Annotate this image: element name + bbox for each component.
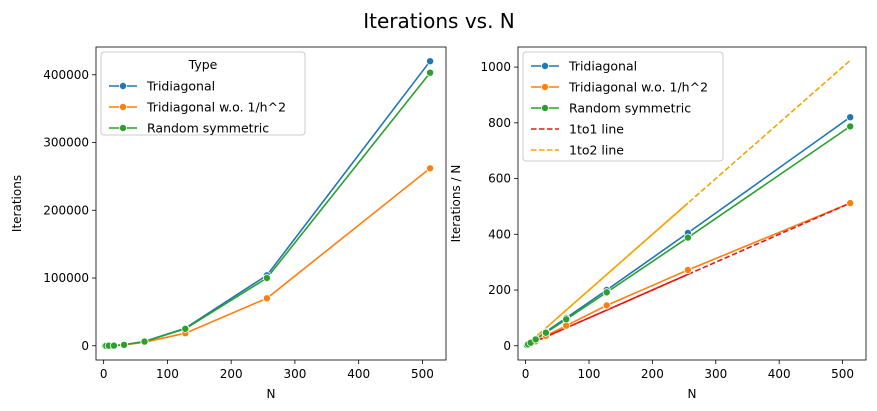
x-tick-label: 400 — [768, 367, 791, 381]
x-tick-label: 500 — [411, 367, 434, 381]
data-point — [846, 122, 855, 131]
legend-entry-label: 1to2 line — [569, 143, 624, 158]
data-point — [846, 199, 855, 208]
x-tick-label: 300 — [283, 367, 306, 381]
data-point — [683, 233, 692, 242]
legend-entry-label: Random symmetric — [147, 121, 269, 136]
y-tick-label: 400000 — [43, 68, 89, 82]
data-point — [531, 335, 540, 344]
plot-frame — [95, 46, 447, 361]
data-point — [602, 288, 611, 297]
overlay-line-1 — [526, 202, 689, 346]
legend-entry-label: Tridiagonal w.o. 1/h^2 — [146, 100, 286, 115]
data-point — [140, 337, 149, 346]
plot-frame — [517, 46, 867, 361]
legend-swatch-marker — [541, 62, 550, 71]
x-tick-label: 300 — [704, 367, 727, 381]
x-axis-label: N — [688, 387, 697, 401]
legend-box — [522, 51, 724, 162]
data-point — [181, 324, 190, 333]
data-point — [120, 340, 129, 349]
y-tick-label: 600 — [488, 172, 511, 186]
data-point — [262, 294, 271, 303]
legend-title: Type — [188, 57, 218, 72]
x-tick-label: 400 — [347, 367, 370, 381]
data-point — [846, 113, 855, 122]
legend-entry-label: Tridiagonal — [568, 59, 637, 74]
legend-entry-label: Tridiagonal w.o. 1/h^2 — [568, 80, 708, 95]
x-tick-label: 200 — [641, 367, 664, 381]
data-point — [426, 57, 435, 66]
y-tick-label: 200 — [488, 283, 511, 297]
legend-swatch-marker — [119, 103, 128, 112]
y-tick-label: 200000 — [43, 203, 89, 217]
data-point — [562, 315, 571, 324]
legend-entry-label: 1to1 line — [569, 122, 624, 137]
y-tick-label: 0 — [81, 339, 89, 353]
legend-swatch-marker — [541, 83, 550, 92]
y-axis-label: Iterations / N — [449, 165, 463, 243]
x-tick-label: 200 — [220, 367, 243, 381]
data-point — [602, 301, 611, 310]
legend-swatch-marker — [541, 104, 550, 113]
y-axis-label: Iterations — [10, 175, 24, 232]
left-chart-axes: 0 100 200 300 400 500 0 100000 200000 300000 40000… — [10, 46, 447, 401]
x-tick-label: 0 — [522, 367, 530, 381]
legend-swatch-marker — [119, 82, 128, 91]
legend-entry-label: Random symmetric — [569, 101, 691, 116]
x-tick-label: 100 — [156, 367, 179, 381]
y-tick-label: 0 — [503, 339, 511, 353]
x-tick-label: 0 — [100, 367, 108, 381]
overlay-line-2 — [526, 273, 689, 346]
data-point — [683, 265, 692, 274]
y-tick-label: 400 — [488, 227, 511, 241]
y-tick-label: 1000 — [480, 60, 511, 74]
data-point — [426, 164, 435, 173]
legend-entry-label: Tridiagonal — [146, 79, 215, 94]
legend-swatch-marker — [119, 124, 128, 133]
legend-box — [100, 51, 306, 136]
data-point — [426, 68, 435, 77]
figure-suptitle: Iterations vs. N — [363, 9, 515, 33]
x-axis-label: N — [267, 387, 276, 401]
y-tick-label: 100000 — [43, 271, 89, 285]
data-point — [541, 328, 550, 337]
data-point — [262, 273, 271, 282]
right-chart-axes: 0 100 200 300 400 500 0 200 400 600 800 1000 N Iterat… — [449, 46, 867, 401]
series-line-2 — [104, 167, 431, 347]
x-tick-label: 500 — [831, 367, 854, 381]
y-tick-label: 300000 — [43, 136, 89, 150]
x-tick-label: 100 — [578, 367, 601, 381]
data-point — [109, 341, 118, 350]
y-tick-label: 800 — [488, 116, 511, 130]
